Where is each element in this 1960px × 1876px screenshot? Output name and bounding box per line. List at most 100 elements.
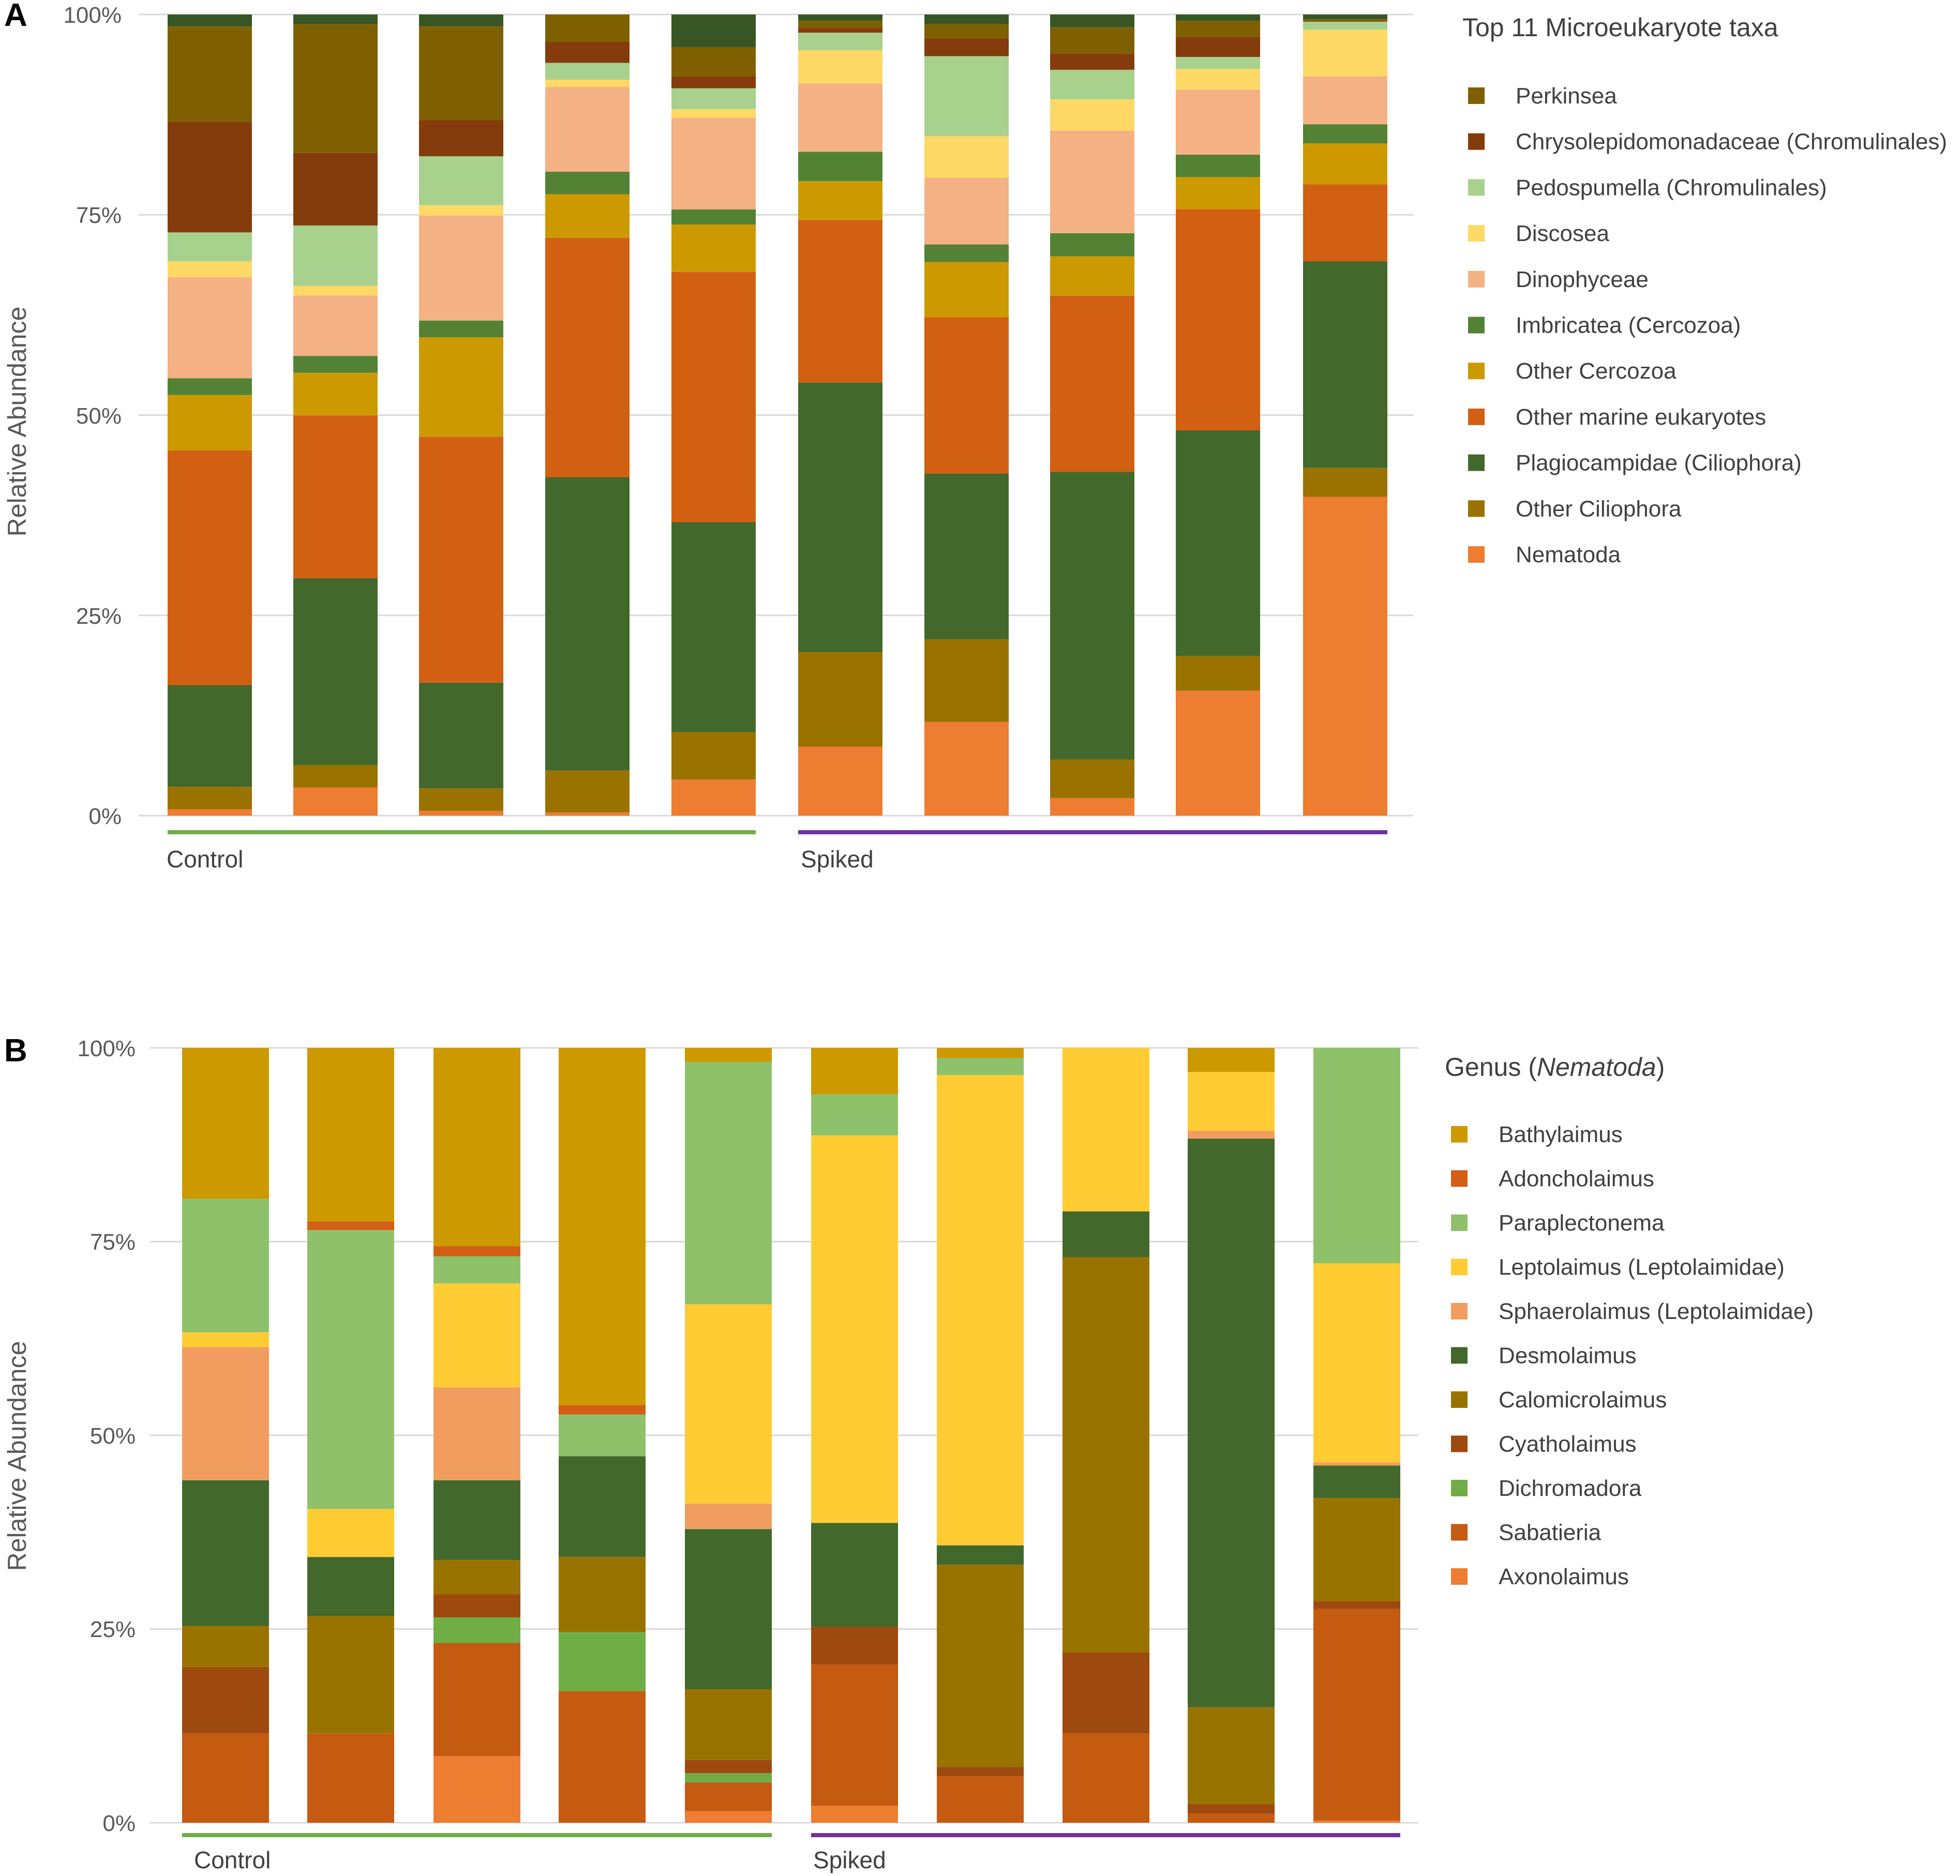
panel-a-segment-s2-dinophyceae [924,177,1009,245]
panel-a-segment-s3-pedospumella-chromulinales [1050,69,1134,100]
panel-a-segment-s5-discosea [1303,29,1387,77]
panel-b-segment-s5-desmolaimus [1313,1465,1400,1498]
panel-a-legend-item-discosea: Discosea [1468,221,1609,246]
panel-a-segment-s2-chrysolepidomonadaceae-chromulinales [924,38,1009,56]
panel-b-segment-s1-paraplectonema [811,1094,898,1136]
panel-a-legend-title: Top 11 Microeukaryote taxa [1462,13,1778,42]
panel-a-segment-c2-other-cercozoa [293,372,378,416]
panel-a-segment-s4-pedospumella-chromulinales [1176,57,1260,69]
legend-swatch [1468,454,1485,471]
panel-a-segment-c5-imbricatea-cercozoa [671,209,756,225]
panel-b-segment-c2-paraplectonema [307,1230,394,1509]
legend-label: Bathylaimus [1499,1122,1623,1147]
panel-b-segment-c5-leptolaimus-leptolaimidae [685,1304,772,1504]
panel-a-segment-c4-pedospumella-chromulinales [545,63,630,80]
panel-a-segment-s5-nematoda [1303,497,1387,816]
panel-a-segment-c1-dinophyceae [168,277,252,379]
panel-a-segment-s2-perkinsea [924,24,1009,39]
panel-a-segment-s3-chrysolepidomonadaceae-chromulinales [1050,53,1134,70]
panel-b-segment-c1-calomicrolaimus [182,1626,269,1667]
panel-b-segment-s1-cyatholaimus [811,1627,898,1665]
panel-b-segment-c3-dichromadora [433,1617,520,1643]
panel-a-bar-s2 [924,14,1009,816]
panel-b-segment-s3-sabatieria [1063,1733,1149,1823]
panel-a-segment-s1-other-ciliophora [798,652,882,747]
panel-b-bar-s1 [811,1048,898,1823]
panel-a-segment-c5-other-cercozoa [671,224,756,272]
panel-b-segment-c5-sabatieria [685,1782,772,1811]
panel-a-bar-c2 [293,14,378,816]
panel-a-segment-c3-nematoda [419,811,503,816]
panel-b-bar-c5 [685,1048,772,1823]
panel-a-segment-s4-nematoda [1176,691,1260,816]
panel-a-segment-c3-imbricatea-cercozoa [419,320,503,338]
panel-a-legend-item-other-cercozoa: Other Cercozoa [1468,358,1677,384]
panel-b-legend: Bathylaimus Adoncholaimus Paraplectonema Le… [1451,1122,1814,1589]
panel-a-legend-item-perkinsea: Perkinsea [1468,83,1617,109]
panel-b-ytick-50: 50% [90,1423,136,1449]
panel-a-segment-c5-discosea [671,109,756,118]
panel-b-segment-s1-leptolaimus-leptolaimidae [811,1135,898,1523]
panel-b-segment-c3-calomicrolaimus [433,1560,520,1595]
panel-b-segment-s3-leptolaimus-leptolaimidae [1063,1048,1149,1212]
panel-b-segment-c4-desmolaimus [559,1456,646,1557]
panel-a-segment-c1-plagiocampidae-ciliophora [168,685,252,787]
legend-swatch [1451,1214,1468,1231]
panel-a-segment-s2-nematoda [924,722,1009,816]
panel-b-segment-c3-bathylaimus [433,1048,520,1247]
panel-b: B Relative Abundance 0% 25% 50% 75% 100%… [3,1033,1814,1873]
panel-a-segment-s4-imbricatea-cercozoa [1176,155,1260,177]
panel-b-segment-c1-cyatholaimus [182,1667,269,1734]
panel-b-segment-s2-cyatholaimus [937,1767,1024,1777]
panel-a-legend-item-imbricatea-cercozoa: Imbricatea (Cercozoa) [1468,313,1741,338]
panel-b-segment-c4-paraplectonema [559,1414,646,1457]
panel-a-bar-c1 [168,14,252,816]
panel-a-segment-c1-perkinsea-dark-top [168,14,252,27]
panel-a-segment-c2-imbricatea-cercozoa [293,356,378,373]
panel-b-legend-item-cyatholaimus: Cyatholaimus [1451,1432,1637,1457]
panel-b-segment-s1-bathylaimus [811,1048,898,1094]
panel-a-segment-c2-plagiocampidae-ciliophora [293,578,378,765]
panel-a-segment-s5-other-ciliophora [1303,468,1387,497]
panel-b-segment-s2-bathylaimus [937,1048,1024,1058]
panel-a-segment-s4-other-marine-eukaryotes [1176,209,1260,430]
legend-swatch [1468,225,1485,242]
panel-b-segment-c5-cyatholaimus [685,1760,772,1774]
panel-b-legend-item-sphaerolaimus-leptolaimidae: Sphaerolaimus (Leptolaimidae) [1451,1299,1814,1324]
panel-a-bar-s4 [1176,14,1260,816]
panel-a-segment-s1-other-marine-eukaryotes [798,220,882,383]
legend-swatch [1468,87,1485,104]
panel-a-control-label: Control [167,846,243,873]
panel-a-segment-c5-perkinsea [671,47,756,77]
panel-b-segment-s5-paraplectonema [1313,1048,1400,1264]
panel-a-segment-c1-imbricatea-cercozoa [168,378,252,395]
legend-swatch [1468,271,1485,288]
panel-a-segment-s3-other-ciliophora [1050,759,1134,798]
legend-swatch [1451,1303,1468,1319]
panel-b-bar-c3 [433,1048,520,1823]
panel-b-legend-item-dichromadora: Dichromadora [1451,1476,1642,1501]
panel-a-segment-c4-imbricatea-cercozoa [545,171,630,194]
panel-b-ytick-100: 100% [77,1036,136,1061]
panel-b-segment-c1-bathylaimus [182,1048,269,1199]
legend-swatch [1451,1391,1468,1408]
panel-a-legend-item-plagiocampidae-ciliophora: Plagiocampidae (Ciliophora) [1468,451,1802,476]
panel-a-segment-c2-dinophyceae [293,295,378,356]
panel-a-segment-c1-nematoda [168,809,252,816]
panel-b-legend-item-paraplectonema: Paraplectonema [1451,1210,1665,1236]
legend-label: Dinophyceae [1516,267,1649,292]
panel-a-ytick-75: 75% [76,203,122,228]
panel-a-bars [168,14,1387,816]
panel-a-segment-c1-other-ciliophora [168,787,252,809]
panel-b-segment-c2-leptolaimus-leptolaimidae [307,1509,394,1557]
panel-a-segment-c5-nematoda [671,779,756,816]
panel-b-segment-s5-cyatholaimus [1313,1601,1400,1609]
panel-a-legend-item-chrysolepidomonadaceae-chromulinales: Chrysolepidomonadaceae (Chromulinales) [1468,129,1947,155]
panel-b-y-axis-label: Relative Abundance [3,1341,32,1571]
legend-swatch [1468,133,1485,150]
panel-b-segment-s5-axonolaimus [1313,1820,1400,1823]
panel-a-ytick-50: 50% [76,403,122,429]
panel-a-spiked-label: Spiked [801,846,874,873]
panel-b-segment-s5-leptolaimus-leptolaimidae [1313,1263,1400,1463]
